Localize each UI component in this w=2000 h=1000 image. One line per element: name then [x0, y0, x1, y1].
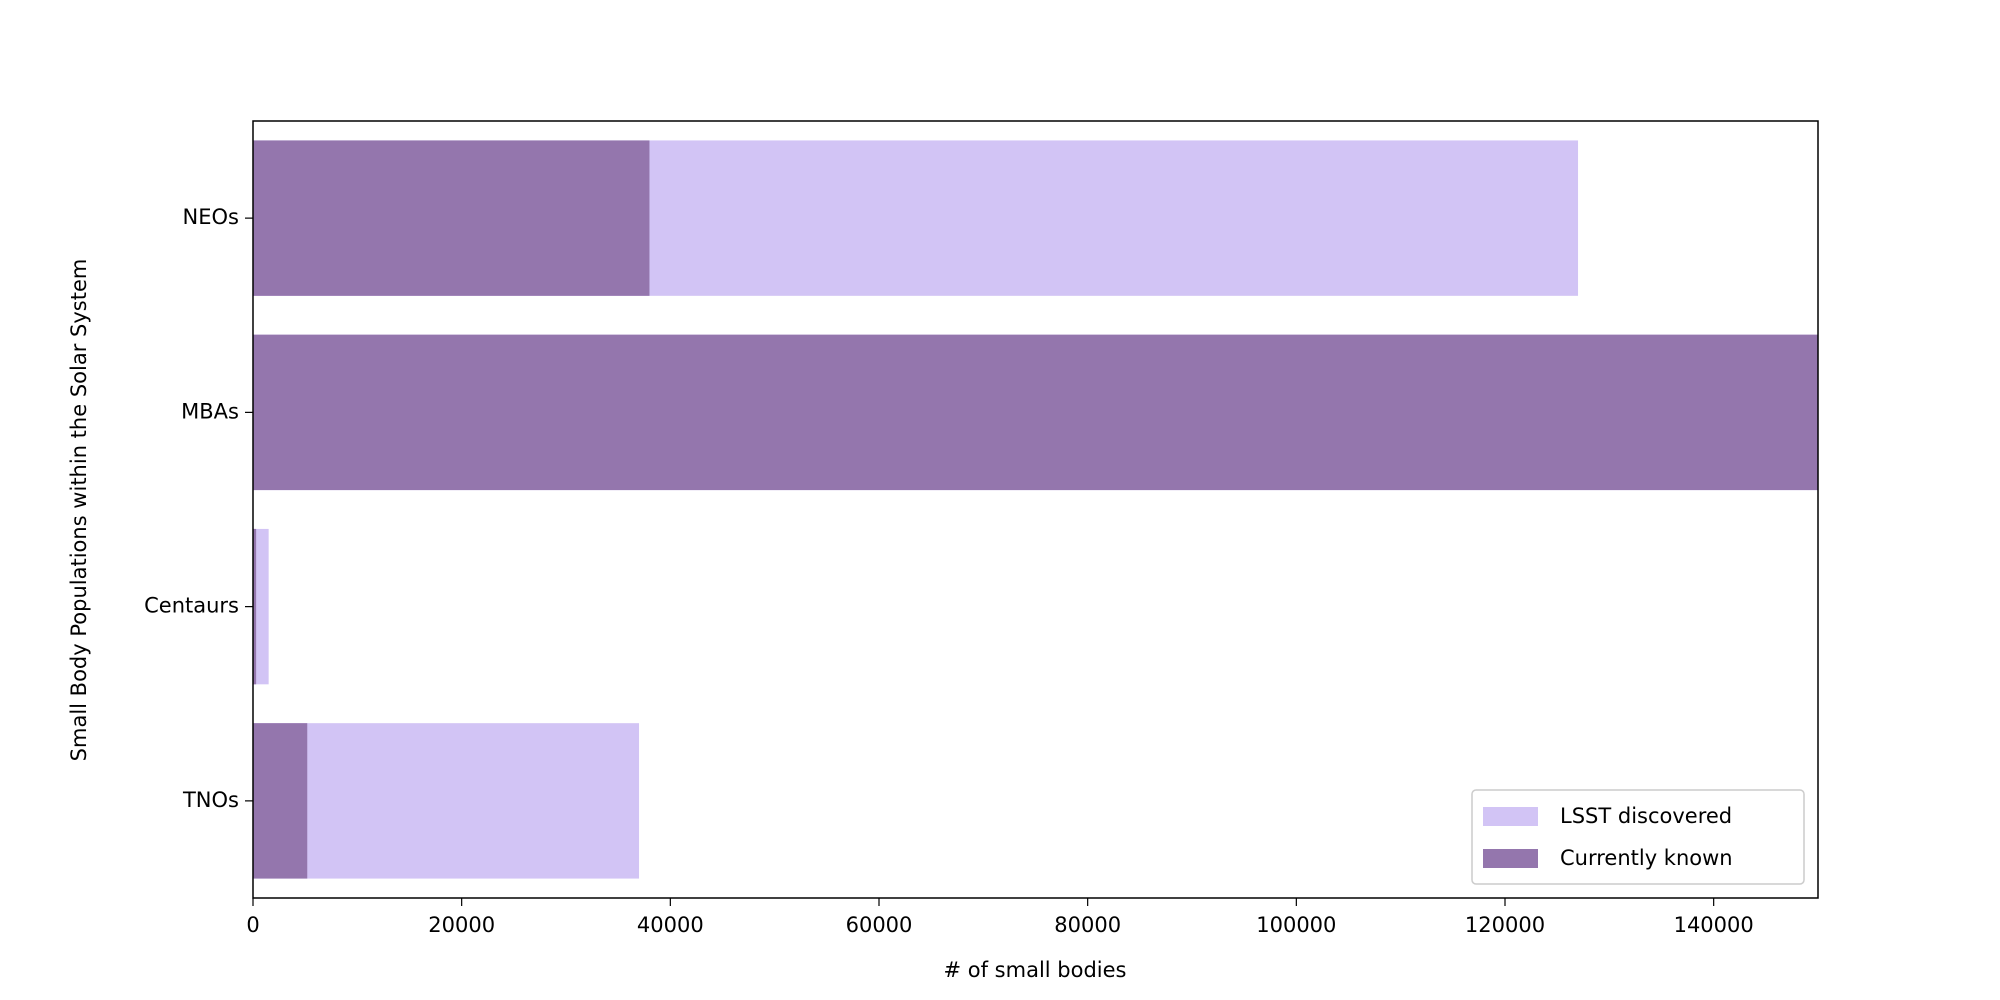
x-tick-label: 120000 — [1465, 913, 1545, 937]
y-tick-label: MBAs — [181, 399, 239, 423]
bar — [253, 528, 257, 685]
legend-label: Currently known — [1560, 846, 1733, 870]
x-tick-label: 80000 — [1054, 913, 1121, 937]
legend-label: LSST discovered — [1560, 804, 1732, 828]
x-tick-label: 40000 — [637, 913, 704, 937]
bar — [253, 723, 308, 879]
y-tick-label: TNOs — [182, 788, 239, 812]
x-tick-label: 100000 — [1256, 913, 1336, 937]
x-tick-label: 140000 — [1674, 913, 1754, 937]
x-tick-label: 60000 — [846, 913, 913, 937]
legend-swatch — [1483, 849, 1538, 868]
bar — [253, 528, 269, 685]
bar — [253, 334, 1818, 491]
y-axis-label: Small Body Populations within the Solar … — [67, 259, 91, 762]
legend-swatch — [1483, 807, 1538, 826]
bars — [253, 140, 1818, 879]
x-axis-label: # of small bodies — [943, 958, 1126, 982]
x-tick-label: 20000 — [428, 913, 495, 937]
y-tick-label: Centaurs — [144, 594, 239, 618]
bar — [253, 140, 650, 296]
axes-frame — [252, 120, 1819, 899]
bar — [253, 723, 640, 879]
legend-box — [1471, 789, 1805, 885]
x-tick-label: 0 — [246, 913, 259, 937]
y-tick-label: NEOs — [183, 205, 239, 229]
